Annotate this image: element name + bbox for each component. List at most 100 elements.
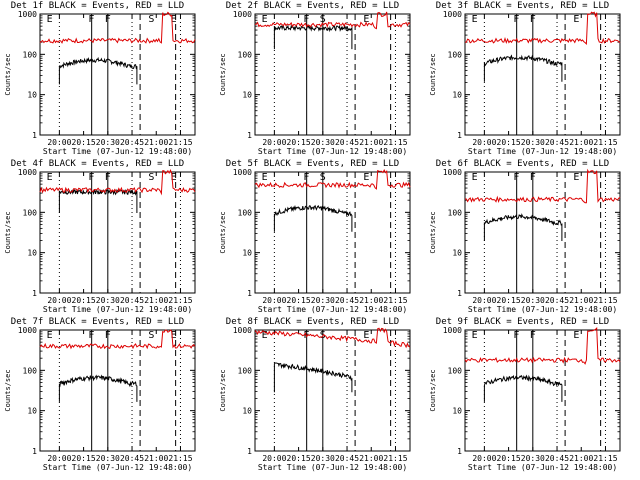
y-tick-label: 1	[457, 447, 462, 456]
y-tick-label: 100	[23, 208, 38, 217]
y-tick-label: 1000	[443, 10, 462, 19]
x-tick-label: 21:00	[359, 454, 383, 463]
marker-label: F	[530, 330, 536, 341]
x-tick-label: 20:15	[497, 296, 521, 305]
plot-frame	[464, 329, 621, 452]
marker-label: F	[513, 14, 519, 25]
marker-label: F	[88, 330, 94, 341]
marker-label: E	[472, 330, 478, 341]
y-axis-label: Counts/sec	[4, 53, 12, 95]
y-tick-label: 10	[242, 407, 252, 416]
series-events	[483, 54, 563, 82]
marker-label: E	[363, 14, 369, 25]
x-axis-label: Start Time (07-Jun-12 19:48:00)	[468, 147, 617, 156]
x-tick-label: 21:15	[383, 454, 407, 463]
y-tick-label: 10	[242, 249, 252, 258]
y-tick-label: 1000	[233, 326, 252, 335]
panel-title: Det 1f BLACK = Events, RED = LLD	[11, 1, 184, 11]
marker-label: E	[47, 330, 53, 341]
marker-label: F	[88, 172, 94, 183]
x-tick-label: 21:15	[593, 454, 617, 463]
series-events	[58, 188, 138, 213]
x-tick-label: 20:15	[497, 454, 521, 463]
panel-title: Det 8f BLACK = Events, RED = LLD	[226, 317, 399, 327]
x-tick-label: 20:45	[120, 454, 144, 463]
x-axis-label: Start Time (07-Jun-12 19:48:00)	[43, 305, 192, 314]
x-tick-label: 21:00	[569, 454, 593, 463]
y-axis-label: Counts/sec	[429, 369, 437, 411]
marker-label: F	[105, 172, 111, 183]
panel-title: Det 9f BLACK = Events, RED = LLD	[436, 317, 609, 327]
marker-label: E	[262, 330, 268, 341]
marker-label: F	[105, 330, 111, 341]
y-tick-label: 1	[32, 447, 37, 456]
series-lld	[254, 169, 411, 190]
plot-frame	[39, 329, 196, 452]
y-axis-label: Counts/sec	[429, 53, 437, 95]
series-events	[273, 204, 353, 232]
x-tick-label: 20:30	[311, 296, 335, 305]
x-tick-label: 20:00	[47, 138, 71, 147]
y-tick-label: 1000	[18, 10, 37, 19]
marker-label: F	[88, 14, 94, 25]
panel-det-8f: Det 8f BLACK = Events, RED = LLD Counts/s…	[219, 317, 411, 472]
marker-label: F	[303, 14, 309, 25]
panel-det-1f: Det 1f BLACK = Events, RED = LLD Counts/s…	[4, 1, 196, 156]
x-tick-label: 20:00	[262, 296, 286, 305]
marker-label: E	[171, 172, 177, 183]
x-tick-label: 21:15	[593, 138, 617, 147]
panel-title: Det 6f BLACK = Events, RED = LLD	[436, 159, 609, 169]
series-events	[483, 213, 563, 241]
panel-det-7f: Det 7f BLACK = Events, RED = LLD Counts/s…	[4, 317, 196, 472]
x-tick-label: 20:00	[47, 296, 71, 305]
y-axis-label: Counts/sec	[219, 211, 227, 253]
plot-frame	[464, 13, 621, 136]
x-tick-label: 20:15	[72, 454, 96, 463]
y-axis-label: Counts/sec	[4, 211, 12, 253]
y-tick-label: 100	[448, 366, 463, 375]
x-tick-label: 21:15	[168, 138, 192, 147]
marker-label: F	[513, 172, 519, 183]
series-events	[58, 374, 138, 402]
x-tick-label: 21:00	[569, 138, 593, 147]
x-axis-label: Start Time (07-Jun-12 19:48:00)	[258, 147, 407, 156]
marker-label: E	[363, 172, 369, 183]
y-tick-label: 1	[247, 447, 252, 456]
x-tick-label: 20:00	[472, 454, 496, 463]
marker-label: E	[472, 14, 478, 25]
marker-label: E	[47, 14, 53, 25]
marker-label: F	[513, 330, 519, 341]
panel-det-3f: Det 3f BLACK = Events, RED = LLD Counts/s…	[429, 1, 621, 156]
series-lld	[464, 168, 621, 204]
series-events	[483, 374, 563, 402]
marker-label: E	[363, 330, 369, 341]
x-tick-label: 20:00	[472, 138, 496, 147]
y-tick-label: 1	[32, 131, 37, 140]
marker-label: F	[105, 14, 111, 25]
x-axis-label: Start Time (07-Jun-12 19:48:00)	[258, 305, 407, 314]
x-tick-label: 20:15	[497, 138, 521, 147]
x-tick-label: 20:45	[120, 296, 144, 305]
plot-frame	[39, 13, 196, 136]
marker-label: S	[320, 172, 326, 183]
y-axis-label: Counts/sec	[219, 53, 227, 95]
panel-title: Det 2f BLACK = Events, RED = LLD	[226, 1, 399, 11]
y-tick-label: 10	[242, 91, 252, 100]
x-tick-label: 20:15	[287, 296, 311, 305]
x-tick-label: 20:00	[262, 454, 286, 463]
y-tick-label: 100	[238, 366, 253, 375]
x-tick-label: 20:45	[545, 296, 569, 305]
series-lld	[464, 326, 621, 365]
x-tick-label: 20:00	[472, 296, 496, 305]
x-tick-label: 20:45	[335, 296, 359, 305]
marker-label: S	[148, 330, 154, 341]
y-tick-label: 100	[23, 366, 38, 375]
x-tick-label: 21:15	[383, 296, 407, 305]
y-tick-label: 100	[238, 208, 253, 217]
marker-label: F	[530, 14, 536, 25]
y-axis-label: Counts/sec	[4, 369, 12, 411]
x-tick-label: 20:30	[311, 454, 335, 463]
x-axis-label: Start Time (07-Jun-12 19:48:00)	[468, 305, 617, 314]
y-tick-label: 100	[448, 50, 463, 59]
